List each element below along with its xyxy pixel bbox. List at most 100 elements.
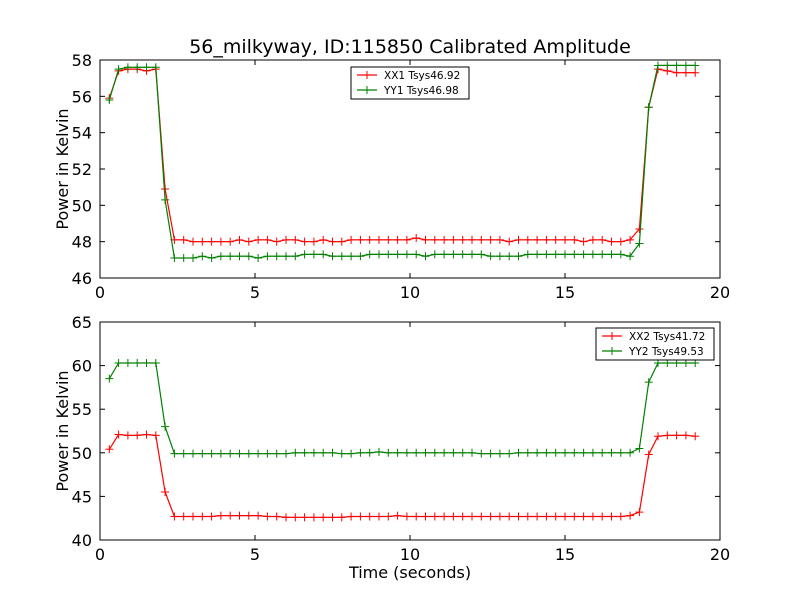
x-tick-label: 5 [250, 545, 260, 564]
data-point-marker [235, 252, 244, 261]
data-point-marker [412, 250, 421, 259]
data-point-marker [282, 513, 290, 522]
y-axis-label: Power in Kelvin [53, 370, 72, 491]
data-point-marker [393, 250, 402, 259]
data-point-marker [356, 512, 365, 521]
data-point-marker [663, 61, 672, 70]
data-point-marker [542, 250, 551, 259]
x-axis-label: Time (seconds) [348, 563, 471, 582]
data-point-marker [309, 237, 318, 246]
data-point-marker [170, 512, 179, 521]
data-point-marker [691, 61, 700, 70]
data-point-marker [300, 237, 309, 246]
y-tick-label: 40 [72, 531, 92, 550]
data-point-marker [505, 237, 514, 246]
data-point-marker [412, 448, 421, 457]
data-point-marker [430, 448, 439, 457]
data-point-marker [207, 237, 216, 246]
series-line [108, 68, 696, 243]
data-point-marker [458, 250, 467, 259]
data-point-marker [468, 448, 476, 457]
data-point-marker [551, 448, 560, 457]
data-point-marker [412, 234, 421, 243]
data-point-marker [579, 512, 588, 521]
data-point-marker [319, 250, 328, 259]
data-point-marker [189, 237, 197, 246]
data-point-marker [449, 235, 458, 244]
data-point-marker [393, 511, 402, 520]
data-point-marker [514, 448, 523, 457]
x-tick-label: 5 [250, 283, 260, 302]
data-point-marker [681, 68, 690, 77]
data-point-marker [375, 447, 383, 456]
data-point-marker [458, 448, 467, 457]
data-point-marker [263, 235, 272, 244]
y-tick-label: 60 [72, 357, 92, 376]
data-point-marker [598, 512, 607, 521]
data-point-marker [477, 250, 486, 259]
data-point-marker [226, 511, 235, 520]
data-point-marker [412, 512, 421, 521]
data-point-marker [607, 250, 616, 259]
data-point-marker [263, 449, 272, 458]
data-point-marker [570, 235, 579, 244]
data-point-marker [458, 235, 467, 244]
data-point-marker [561, 512, 569, 521]
data-point-marker [244, 252, 253, 261]
data-point-marker [421, 235, 430, 244]
data-point-marker [235, 511, 244, 520]
data-point-marker [626, 235, 635, 244]
data-point-marker [319, 448, 328, 457]
data-point-marker [198, 512, 207, 521]
legend-marker [363, 71, 371, 79]
y-tick-label: 48 [72, 233, 92, 252]
data-point-marker [644, 450, 653, 459]
data-point-marker [607, 448, 616, 457]
data-point-marker [179, 254, 188, 263]
data-point-marker [123, 358, 132, 367]
data-point-marker [328, 252, 337, 261]
data-point-marker [161, 488, 170, 497]
data-point-marker [449, 512, 458, 521]
data-point-marker [588, 512, 597, 521]
legend-marker [608, 332, 616, 340]
data-point-marker [616, 512, 625, 521]
data-point-marker [263, 252, 272, 261]
data-point-marker [151, 358, 160, 367]
data-point-marker [291, 513, 300, 522]
data-point-marker [616, 250, 625, 259]
data-point-marker [533, 250, 542, 259]
data-point-marker [161, 195, 170, 204]
series-2 [105, 358, 700, 458]
y-tick-label: 50 [72, 196, 92, 215]
y-axis-label: Power in Kelvin [53, 108, 72, 229]
data-point-marker [635, 224, 644, 233]
x-tick-label: 15 [555, 283, 575, 302]
x-tick-label: 20 [710, 283, 730, 302]
data-point-marker [449, 448, 458, 457]
data-point-marker [105, 374, 114, 383]
data-point-marker [654, 432, 662, 441]
data-point-marker [254, 449, 263, 458]
data-point-marker [365, 235, 374, 244]
x-tick-label: 10 [400, 283, 420, 302]
data-point-marker [551, 250, 560, 259]
data-point-marker [226, 449, 235, 458]
y-tick-label: 50 [72, 444, 92, 463]
data-point-marker [244, 511, 253, 520]
x-tick-label: 0 [95, 545, 105, 564]
data-point-marker [282, 449, 290, 458]
data-point-marker [588, 235, 597, 244]
data-point-marker [337, 252, 346, 261]
data-point-marker [681, 61, 690, 70]
data-point-marker [244, 237, 253, 246]
data-point-marker [616, 237, 625, 246]
legend-label: XX2 Tsys41.72 [629, 331, 705, 343]
data-point-marker [468, 250, 476, 259]
data-point-marker [337, 237, 346, 246]
data-point-marker [142, 430, 151, 439]
data-point-marker [542, 235, 551, 244]
data-point-marker [356, 235, 365, 244]
data-point-marker [495, 512, 504, 521]
